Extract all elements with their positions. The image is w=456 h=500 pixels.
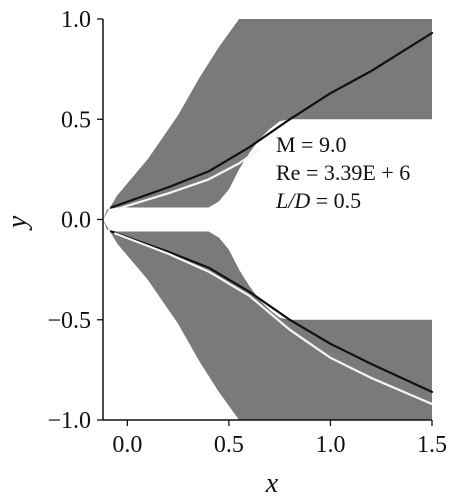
x-tick-label-2: 1.0: [315, 432, 345, 458]
x-tick-label-1: 0.5: [214, 432, 244, 458]
shock-line-4: [114, 232, 434, 406]
ld-annotation: L/D = 0.5: [275, 188, 361, 213]
y-axis-label: y: [2, 215, 33, 231]
lower-flow-region: [103, 219, 432, 420]
shock-line-1: [109, 31, 434, 209]
parameter-annotation: M = 9.0 Re = 3.39E + 6 L/D = 0.5: [275, 132, 410, 213]
y-tick-label-1: −0.5: [47, 308, 91, 334]
shock-line-2: [114, 148, 261, 211]
y-tick-label-2: 0.0: [61, 208, 91, 234]
flow-field: [103, 19, 432, 420]
tick-labels: 0.0 0.5 1.0 1.5 −1.0 −0.5 0.0 0.5 1.0: [47, 7, 447, 458]
mach-annotation: M = 9.0: [276, 132, 346, 157]
x-tick-label-0: 0.0: [112, 432, 142, 458]
axes: [97, 18, 433, 426]
ld-value: = 0.5: [310, 188, 361, 213]
upper-flow-region: [103, 19, 432, 220]
reynolds-annotation: Re = 3.39E + 6: [276, 160, 410, 185]
y-tick-label-4: 1.0: [61, 7, 91, 33]
shock-line-3: [109, 230, 434, 393]
y-tick-label-3: 0.5: [61, 107, 91, 133]
shock-lines: [109, 31, 434, 406]
y-tick-label-0: −1.0: [47, 408, 91, 434]
ld-variable: L/D: [275, 188, 310, 213]
x-tick-label-3: 1.5: [417, 432, 447, 458]
x-axis-label: x: [265, 468, 279, 499]
